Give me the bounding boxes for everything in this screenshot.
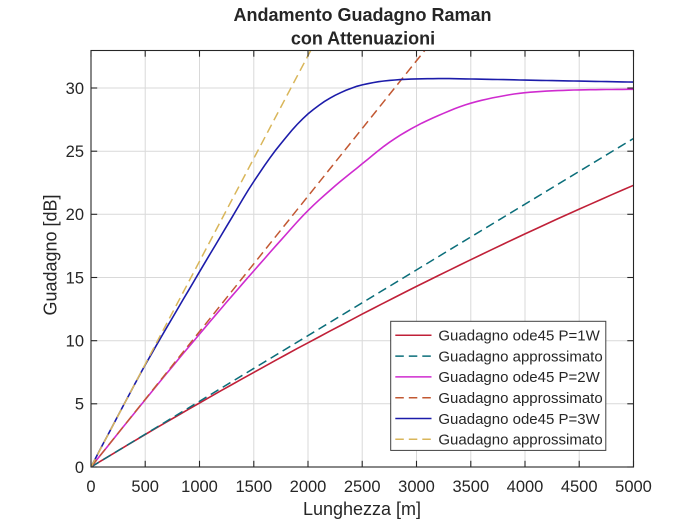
svg-text:Guadagno ode45 P=3W: Guadagno ode45 P=3W [438, 411, 600, 428]
svg-text:Guadagno approssimato: Guadagno approssimato [438, 432, 602, 449]
svg-text:4500: 4500 [561, 478, 598, 496]
svg-text:3500: 3500 [452, 478, 489, 496]
svg-text:Guadagno approssimato: Guadagno approssimato [438, 390, 602, 407]
svg-text:2000: 2000 [290, 478, 327, 496]
svg-text:0: 0 [75, 459, 84, 477]
svg-text:25: 25 [66, 143, 84, 161]
svg-text:5: 5 [75, 396, 84, 414]
svg-text:20: 20 [66, 206, 84, 224]
svg-text:con Attenuazioni: con Attenuazioni [291, 28, 435, 48]
svg-text:Guadagno approssimato: Guadagno approssimato [438, 348, 602, 365]
svg-text:30: 30 [66, 80, 84, 98]
svg-text:Lunghezza [m]: Lunghezza [m] [303, 499, 421, 519]
svg-text:500: 500 [131, 478, 159, 496]
svg-text:2500: 2500 [344, 478, 381, 496]
svg-text:Guadagno ode45 P=2W: Guadagno ode45 P=2W [438, 369, 600, 386]
svg-text:1500: 1500 [235, 478, 272, 496]
svg-text:0: 0 [86, 478, 95, 496]
svg-text:5000: 5000 [615, 478, 652, 496]
svg-text:10: 10 [66, 333, 84, 351]
svg-text:15: 15 [66, 269, 84, 287]
svg-text:Andamento Guadagno Raman: Andamento Guadagno Raman [233, 5, 491, 25]
svg-text:Guadagno [dB]: Guadagno [dB] [41, 194, 61, 315]
svg-text:4000: 4000 [507, 478, 544, 496]
svg-text:Guadagno ode45 P=1W: Guadagno ode45 P=1W [438, 328, 600, 345]
svg-text:3000: 3000 [398, 478, 435, 496]
svg-text:1000: 1000 [181, 478, 218, 496]
